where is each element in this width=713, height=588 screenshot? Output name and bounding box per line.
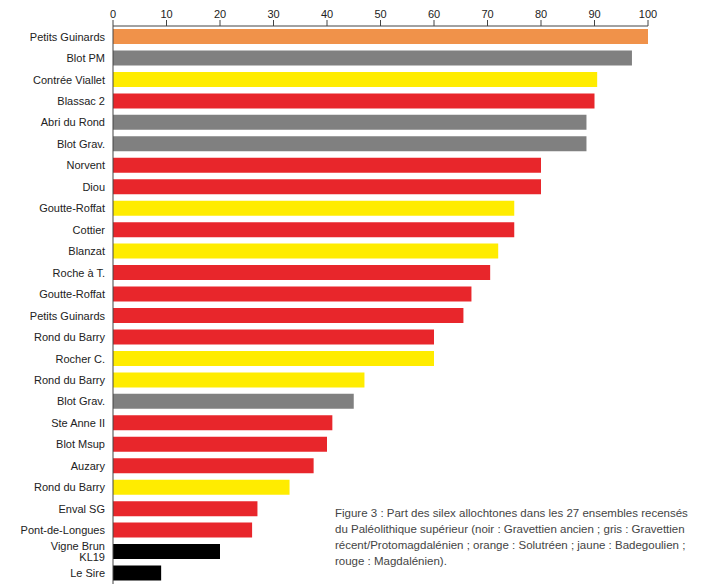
svg-text:Enval SG: Enval SG [59, 503, 105, 515]
svg-text:50: 50 [374, 8, 386, 20]
svg-text:Auzary: Auzary [71, 460, 106, 472]
svg-text:90: 90 [588, 8, 600, 20]
svg-text:10: 10 [160, 8, 172, 20]
svg-text:Ste Anne II: Ste Anne II [51, 417, 105, 429]
svg-text:Petits Guinards: Petits Guinards [30, 310, 106, 322]
svg-text:Goutte-Roffat: Goutte-Roffat [39, 202, 105, 214]
svg-text:Pont-de-Longues: Pont-de-Longues [21, 524, 106, 536]
svg-text:Cottier: Cottier [73, 224, 106, 236]
svg-text:0: 0 [110, 8, 116, 20]
svg-text:40: 40 [321, 8, 333, 20]
svg-text:Contrée Viallet: Contrée Viallet [33, 74, 105, 86]
svg-text:Blot Grav.: Blot Grav. [57, 138, 105, 150]
svg-text:80: 80 [535, 8, 547, 20]
svg-text:Roche à T.: Roche à T. [53, 267, 105, 279]
svg-text:70: 70 [481, 8, 493, 20]
svg-text:Vigne BrunKL19: Vigne BrunKL19 [51, 540, 105, 563]
svg-text:Norvent: Norvent [66, 159, 105, 171]
svg-text:Rond du Barry: Rond du Barry [34, 331, 105, 343]
svg-text:Petits Guinards: Petits Guinards [30, 31, 106, 43]
svg-text:Diou: Diou [82, 181, 105, 193]
svg-text:Le Sire: Le Sire [70, 567, 105, 579]
svg-text:Rond du Barry: Rond du Barry [34, 374, 105, 386]
svg-text:60: 60 [428, 8, 440, 20]
svg-text:Rocher C.: Rocher C. [55, 353, 105, 365]
svg-text:Blassac 2: Blassac 2 [57, 95, 105, 107]
svg-text:Rond du Barry: Rond du Barry [34, 481, 105, 493]
svg-text:Goutte-Roffat: Goutte-Roffat [39, 288, 105, 300]
svg-text:Blot PM: Blot PM [66, 52, 105, 64]
svg-text:Blot Grav.: Blot Grav. [57, 395, 105, 407]
svg-text:20: 20 [214, 8, 226, 20]
svg-text:100: 100 [639, 8, 657, 20]
svg-text:Abri du Rond: Abri du Rond [41, 116, 105, 128]
svg-text:30: 30 [267, 8, 279, 20]
svg-text:Blot Msup: Blot Msup [56, 438, 105, 450]
svg-text:Blanzat: Blanzat [68, 245, 105, 257]
html-text:Figure 3 : Part des silex allo: Figure 3 : Part des silex allochtones da… [335, 507, 688, 567]
